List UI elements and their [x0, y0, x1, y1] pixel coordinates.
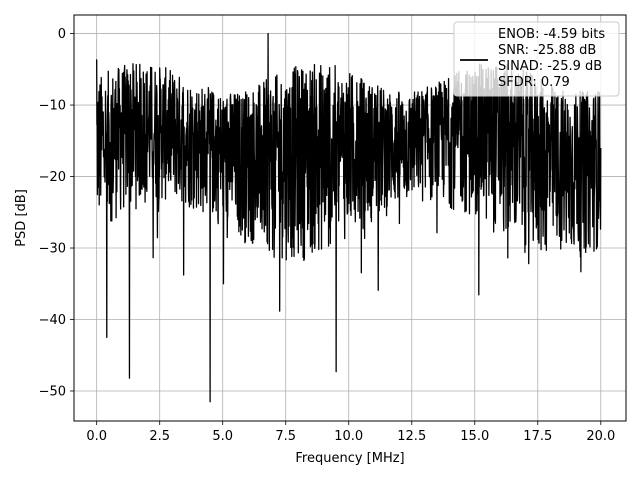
x-tick-label: 10.0 — [334, 429, 363, 444]
legend: ENOB: -4.59 bits SNR: -25.88 dB SINAD: -… — [453, 21, 620, 97]
legend-entry: SINAD: -25.9 dB — [498, 59, 602, 74]
x-tick-label: 5.0 — [212, 429, 233, 444]
series-psd — [96, 32, 602, 403]
plot-frame — [73, 14, 627, 422]
x-tick-label: 20.0 — [586, 429, 615, 444]
psd-line — [96, 32, 602, 403]
ticks: 0.0 2.5 5.0 7.5 10.0 12.5 15.0 17.5 20.0 0 −10 −20 −… — [39, 27, 616, 444]
legend-box — [453, 21, 620, 97]
x-axis-label: Frequency [MHz] — [295, 451, 404, 466]
y-tick-label: −50 — [39, 384, 66, 399]
x-tick-label: 0.0 — [86, 429, 107, 444]
x-tick-label: 12.5 — [397, 429, 426, 444]
y-tick-label: 0 — [58, 27, 66, 42]
y-tick-label: −20 — [39, 170, 66, 185]
legend-entry: SFDR: 0.79 — [498, 75, 570, 90]
x-tick-label: 7.5 — [275, 429, 296, 444]
y-axis-label: PSD [dB] — [14, 189, 29, 247]
y-tick-label: −10 — [39, 99, 66, 114]
legend-entry: SNR: -25.88 dB — [498, 43, 596, 58]
y-tick-label: −30 — [39, 242, 66, 257]
legend-entry: ENOB: -4.59 bits — [498, 27, 605, 42]
x-tick-label: 15.0 — [460, 429, 489, 444]
x-tick-label: 2.5 — [149, 429, 170, 444]
y-tick-label: −40 — [39, 313, 66, 328]
x-tick-label: 17.5 — [523, 429, 552, 444]
